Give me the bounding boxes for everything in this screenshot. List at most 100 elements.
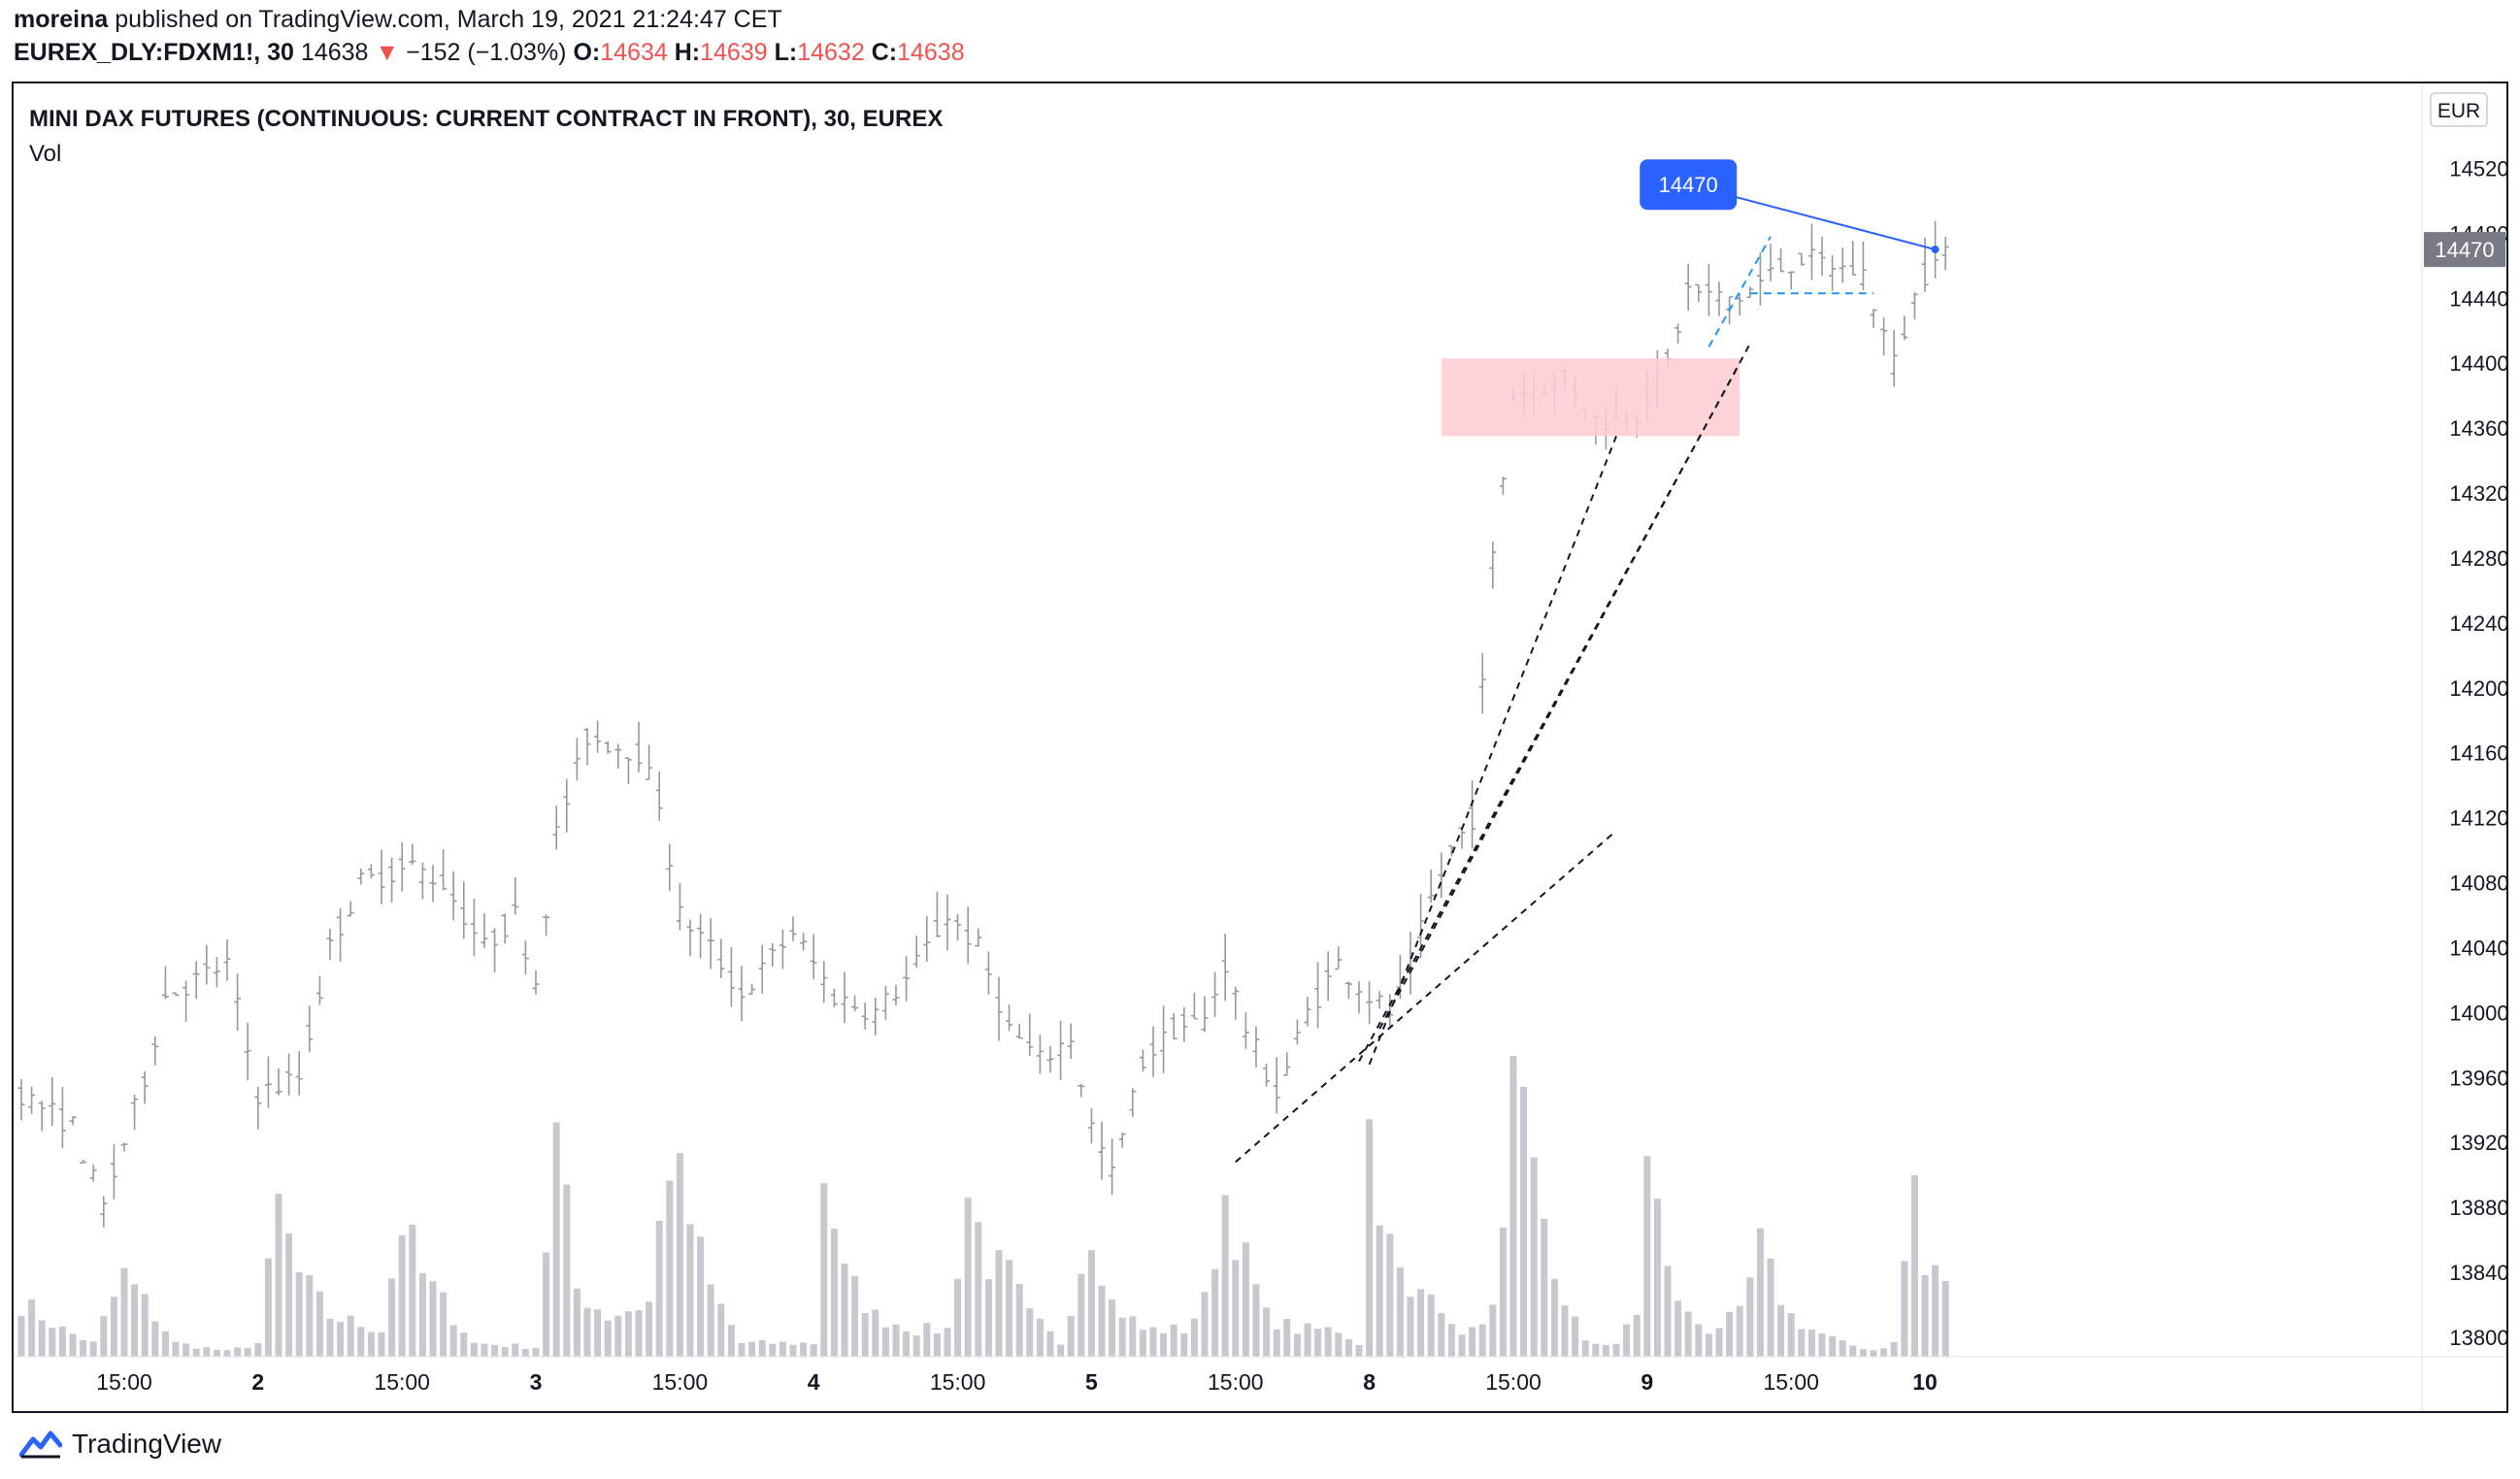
volume-bar bbox=[1849, 1345, 1857, 1357]
volume-bar bbox=[1478, 1324, 1486, 1357]
volume-bar bbox=[1252, 1284, 1260, 1357]
volume-bar bbox=[1623, 1324, 1631, 1357]
volume-bar bbox=[38, 1320, 46, 1357]
ohlc-bar bbox=[1190, 992, 1198, 1020]
ohlc-bar bbox=[347, 901, 354, 917]
volume-bar bbox=[717, 1303, 725, 1357]
chart-canvas[interactable]: EUR 145201448014440144001436014320142801… bbox=[14, 83, 2506, 1411]
volume-bar bbox=[275, 1194, 282, 1357]
ohlc-bar bbox=[429, 865, 437, 903]
volume-bar bbox=[1767, 1258, 1774, 1357]
projection-up[interactable] bbox=[1708, 236, 1772, 347]
ohlc-bar bbox=[1344, 981, 1352, 1000]
volume-legend: Vol bbox=[29, 141, 61, 167]
volume-bar bbox=[1170, 1324, 1177, 1357]
ohlc-bar bbox=[1478, 652, 1486, 714]
ohlc-bar bbox=[223, 938, 231, 981]
trendline-4[interactable] bbox=[1378, 343, 1751, 1030]
volume-bar bbox=[481, 1343, 488, 1357]
ohlc-bar bbox=[912, 936, 920, 969]
volume-bar bbox=[203, 1347, 211, 1357]
symbol-name[interactable]: EUREX_DLY:FDXM1!, 30 bbox=[14, 39, 294, 66]
tradingview-logo-icon[interactable] bbox=[19, 1430, 62, 1459]
volume-bar bbox=[234, 1347, 242, 1357]
ohlc-bar bbox=[727, 946, 735, 1007]
price-callout[interactable] bbox=[1640, 159, 1738, 211]
ohlc-bar bbox=[1314, 962, 1322, 1029]
ohlc-bar bbox=[1910, 292, 1918, 320]
ohlc-bar bbox=[192, 961, 200, 1000]
x-tick-label: 15:00 bbox=[1208, 1369, 1264, 1395]
volume-bar bbox=[594, 1309, 602, 1357]
ohlc-bar bbox=[172, 992, 180, 997]
ohlc-bar bbox=[1767, 244, 1774, 281]
volume-bar bbox=[1149, 1327, 1157, 1357]
ohlc-bar bbox=[1366, 981, 1374, 1025]
volume-bar bbox=[872, 1309, 879, 1357]
volume-bar bbox=[1366, 1119, 1374, 1357]
author-name[interactable]: moreina bbox=[14, 6, 109, 33]
volume-bar bbox=[440, 1292, 448, 1357]
ohlc-bar bbox=[861, 1002, 869, 1031]
volume-bar bbox=[707, 1284, 714, 1357]
volume-bar bbox=[295, 1272, 303, 1357]
volume-bar bbox=[182, 1343, 190, 1357]
supply-zone[interactable] bbox=[1441, 358, 1741, 437]
footer-brand[interactable]: TradingView bbox=[72, 1429, 222, 1459]
ohlc-bar bbox=[830, 988, 838, 1008]
ohlc-bar bbox=[131, 1095, 139, 1131]
volume-bar bbox=[964, 1198, 972, 1357]
trendline-3[interactable] bbox=[1368, 436, 1617, 1066]
volume-bar bbox=[1818, 1333, 1826, 1357]
volume-bar bbox=[1057, 1344, 1065, 1357]
ohlc-bar bbox=[1941, 236, 1949, 271]
callout-anchor[interactable] bbox=[1931, 246, 1940, 254]
ohlc-bar bbox=[512, 876, 519, 915]
volume-bar bbox=[635, 1310, 643, 1357]
volume-bar bbox=[254, 1342, 262, 1357]
ohlc-bar bbox=[810, 934, 817, 980]
volume-bar bbox=[1807, 1330, 1815, 1357]
price-callout-label: 14470 bbox=[1659, 173, 1718, 197]
volume-bar bbox=[1520, 1086, 1528, 1357]
volume-bar bbox=[851, 1276, 859, 1357]
high-label: H: bbox=[674, 39, 701, 66]
open-value: 14634 bbox=[600, 39, 668, 66]
currency-button[interactable] bbox=[2430, 92, 2488, 127]
low-value: 14632 bbox=[797, 39, 865, 66]
volume-bar bbox=[1499, 1228, 1507, 1357]
volume-bar bbox=[820, 1183, 828, 1357]
volume-bar bbox=[1489, 1304, 1497, 1357]
ohlc-bar bbox=[1901, 315, 1908, 341]
ohlc-bar bbox=[903, 955, 911, 1002]
ohlc-bar bbox=[594, 720, 602, 753]
ohlc-bar bbox=[315, 975, 323, 1005]
ohlc-bar bbox=[1715, 281, 1723, 316]
ohlc-bar bbox=[49, 1076, 56, 1127]
volume-bar bbox=[1541, 1218, 1548, 1357]
ohlc-bar bbox=[28, 1086, 36, 1114]
volume-bar bbox=[841, 1263, 848, 1357]
volume-bar bbox=[1870, 1350, 1877, 1357]
volume-bar bbox=[264, 1258, 272, 1357]
volume-bar bbox=[1118, 1317, 1126, 1357]
volume-bar bbox=[1643, 1156, 1651, 1357]
close-label: C: bbox=[871, 39, 898, 66]
x-tick-label: 10 bbox=[1912, 1369, 1938, 1395]
trendline-1[interactable] bbox=[1235, 830, 1617, 1164]
ohlc-bar bbox=[38, 1101, 46, 1132]
ohlc-bar bbox=[820, 961, 828, 1003]
ohlc-bar bbox=[1787, 271, 1795, 290]
x-tick-label: 15:00 bbox=[652, 1369, 709, 1395]
volume-bar bbox=[1581, 1340, 1589, 1357]
ohlc-bar bbox=[244, 1022, 251, 1081]
x-tick-label: 5 bbox=[1085, 1369, 1098, 1395]
volume-bar bbox=[1910, 1175, 1918, 1357]
published-text: published on TradingView.com, March 19, … bbox=[115, 6, 782, 33]
volume-bar bbox=[449, 1325, 457, 1357]
ohlc-bar bbox=[501, 913, 509, 944]
volume-bar bbox=[367, 1331, 375, 1357]
ohlc-bar bbox=[1139, 1049, 1146, 1072]
ohlc-bar bbox=[1407, 931, 1414, 995]
price-axis: EUR 145201448014440144001436014320142801… bbox=[14, 83, 2506, 1411]
